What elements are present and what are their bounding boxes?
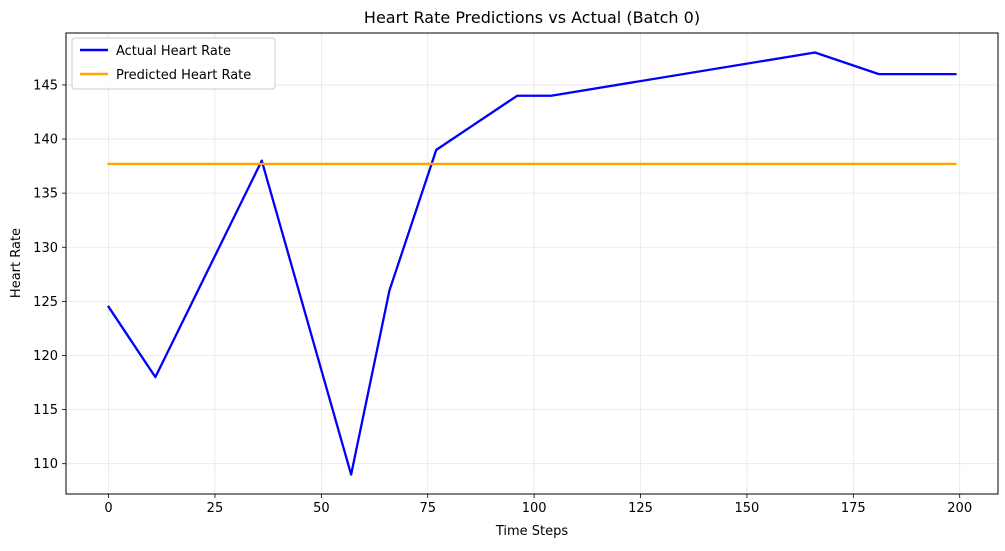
y-tick-label: 115 [33,403,58,418]
x-tick-label: 25 [207,501,224,516]
series-layer [106,51,957,476]
y-tick-label: 130 [33,241,58,256]
grid [66,33,998,494]
legend-label-predicted: Predicted Heart Rate [116,68,251,83]
x-axis: 0 25 50 75 100 125 150 175 200 [104,494,972,516]
x-tick-label: 75 [419,501,436,516]
y-tick-label: 145 [33,78,58,93]
legend-box [71,37,276,90]
x-tick-label: 50 [313,501,330,516]
chart-title: Heart Rate Predictions vs Actual (Batch … [364,8,700,27]
y-axis: 110 115 120 125 130 135 140 145 [33,78,66,472]
y-tick-label: 120 [33,349,58,364]
plot-frame [65,32,999,495]
x-tick-label: 175 [841,501,866,516]
y-axis-title: Heart Rate [9,228,24,298]
y-tick-label: 125 [33,295,58,310]
legend-label-actual: Actual Heart Rate [116,44,231,59]
y-tick-label: 140 [33,133,58,148]
x-tick-label: 100 [522,501,547,516]
x-tick-label: 0 [104,501,112,516]
y-tick-label: 135 [33,187,58,202]
x-axis-title: Time Steps [495,524,569,539]
y-tick-label: 110 [33,457,58,472]
legend: Actual Heart Rate Predicted Heart Rate [71,37,276,90]
actual-heart-rate-line [106,51,957,476]
x-tick-label: 125 [628,501,653,516]
x-tick-label: 150 [734,501,759,516]
x-tick-label: 200 [947,501,972,516]
